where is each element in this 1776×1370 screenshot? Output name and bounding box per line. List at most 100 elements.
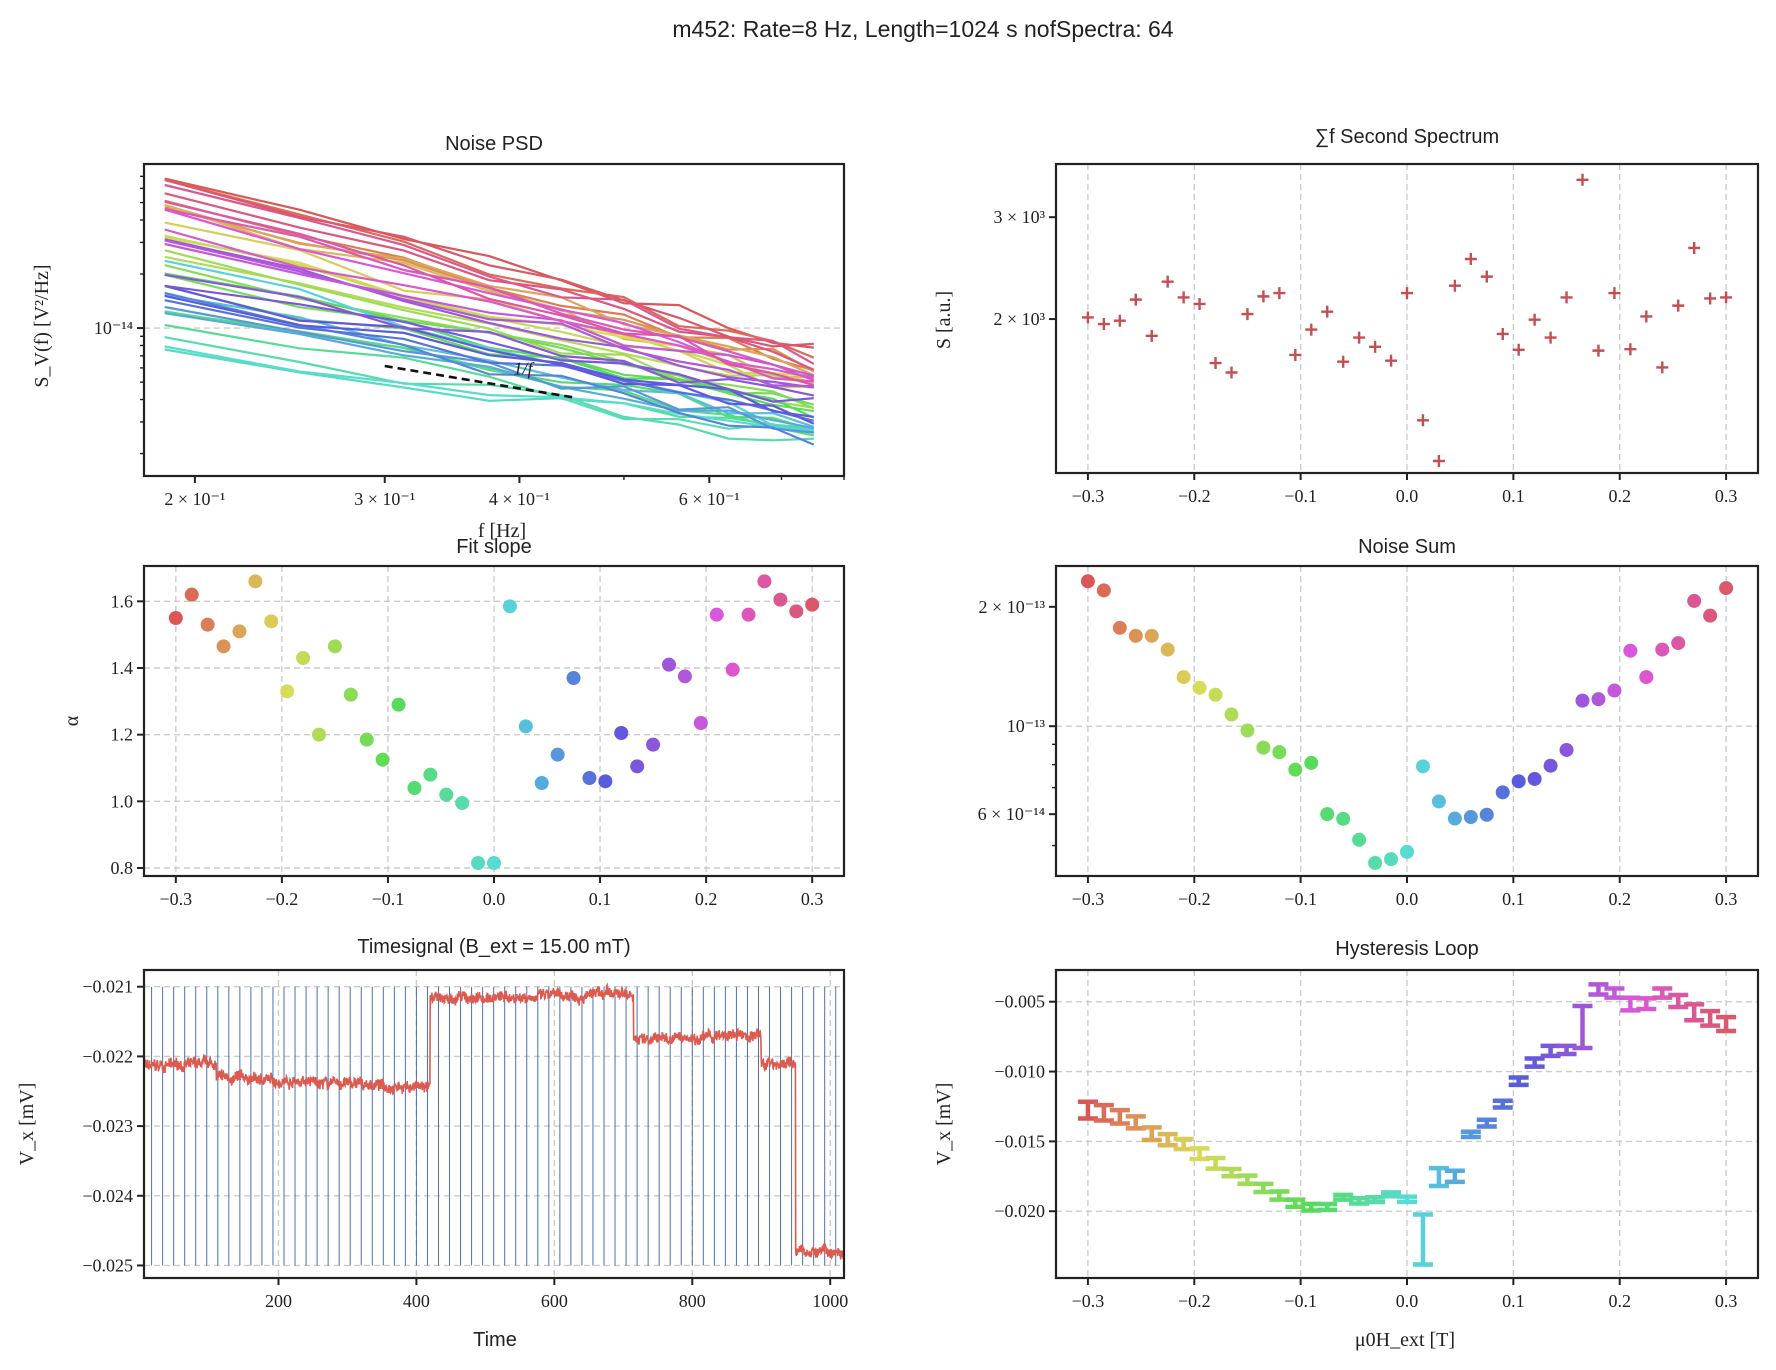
data-point bbox=[1687, 593, 1702, 608]
data-point bbox=[1288, 762, 1303, 777]
psd-curve bbox=[164, 200, 815, 387]
timesignal-x-tick-label: 400 bbox=[403, 1291, 430, 1311]
data-point-plus bbox=[1097, 318, 1110, 331]
timesignal-x-tick-label: 600 bbox=[541, 1291, 568, 1311]
second-spectrum-x-tick-label: 0.2 bbox=[1608, 486, 1631, 506]
noise-psd-plot-area: 1/f bbox=[164, 177, 815, 446]
data-point bbox=[550, 747, 565, 762]
psd-curve bbox=[164, 336, 814, 442]
psd-curve bbox=[164, 305, 814, 434]
data-point-plus bbox=[1544, 331, 1557, 344]
error-bar bbox=[1460, 1129, 1481, 1140]
data-point-plus bbox=[1624, 343, 1637, 356]
data-point bbox=[1256, 740, 1271, 755]
noise-sum-x-tick-label: 0.1 bbox=[1502, 889, 1525, 909]
timesignal-y-tick-label: −0.025 bbox=[82, 1255, 133, 1275]
data-point bbox=[1224, 707, 1239, 722]
data-point bbox=[168, 611, 183, 625]
data-point bbox=[248, 574, 263, 589]
psd-curve bbox=[164, 208, 815, 380]
error-bar bbox=[1093, 1102, 1114, 1123]
error-bar bbox=[1572, 1003, 1593, 1051]
data-point bbox=[566, 671, 581, 685]
error-bar bbox=[1285, 1197, 1306, 1210]
second-spectrum-plot-area bbox=[1081, 173, 1733, 468]
figure-suptitle: m452: Rate=8 Hz, Length=1024 s nofSpectr… bbox=[672, 16, 1173, 42]
hysteresis-x-tick-label: 0.1 bbox=[1502, 1291, 1525, 1311]
psd-curve bbox=[164, 255, 815, 386]
hysteresis-ylabel: V_x [mV] bbox=[933, 1083, 955, 1166]
data-point-plus bbox=[1353, 331, 1366, 344]
data-point bbox=[1527, 771, 1542, 786]
hysteresis-x-tick-label: 0.0 bbox=[1396, 1291, 1419, 1311]
second-spectrum-axes: −0.3 −0.2 −0.1 0.0 0.1 0.2 0.3 3 × 10³ 2 × 10³ bbox=[993, 162, 1760, 506]
data-point-plus bbox=[1193, 297, 1206, 310]
data-point bbox=[1671, 636, 1686, 651]
data-point bbox=[1719, 581, 1734, 596]
data-point bbox=[1431, 794, 1446, 809]
data-point-plus bbox=[1337, 355, 1350, 368]
data-point bbox=[1511, 774, 1526, 789]
data-point bbox=[1607, 683, 1622, 698]
psd-curve bbox=[164, 208, 815, 382]
data-point-plus bbox=[1161, 275, 1174, 288]
data-point bbox=[216, 639, 231, 654]
noise-psd-y-tick-label: 10⁻¹⁴ bbox=[94, 318, 133, 338]
data-point bbox=[773, 592, 788, 607]
noise-sum-x-tick-label: −0.3 bbox=[1072, 889, 1105, 909]
data-point bbox=[1543, 758, 1558, 773]
psd-curve bbox=[164, 204, 815, 377]
noise-sum-y-tick-label: 10⁻¹³ bbox=[1007, 716, 1046, 736]
timesignal-x-tick-label: 1000 bbox=[812, 1291, 848, 1311]
error-bar bbox=[1428, 1165, 1449, 1189]
data-point-plus bbox=[1225, 366, 1238, 379]
hysteresis-x-tick-label: −0.3 bbox=[1072, 1291, 1105, 1311]
data-point-plus bbox=[1321, 305, 1334, 318]
error-bar bbox=[1588, 982, 1609, 997]
fit-slope-x-tick-label: −0.1 bbox=[372, 889, 405, 909]
error-bar bbox=[1492, 1098, 1513, 1110]
fit-slope-ylabel: α bbox=[61, 715, 83, 726]
data-point-plus bbox=[1305, 323, 1318, 336]
data-point bbox=[1240, 723, 1255, 738]
data-point bbox=[280, 684, 295, 699]
data-point-plus bbox=[1688, 241, 1701, 254]
data-point-plus bbox=[1464, 253, 1477, 266]
second-spectrum-ylabel: S [a.u.] bbox=[933, 291, 955, 349]
data-point bbox=[805, 597, 820, 612]
data-point-plus bbox=[1113, 314, 1126, 327]
timesignal-x-tick-label: 800 bbox=[679, 1291, 706, 1311]
error-bar bbox=[1109, 1107, 1130, 1126]
data-point bbox=[1384, 852, 1399, 867]
error-bar bbox=[1397, 1194, 1417, 1205]
noise-sum-grid bbox=[1056, 566, 1758, 876]
psd-curve bbox=[164, 242, 815, 377]
error-bar bbox=[1157, 1131, 1178, 1148]
fit-slope-y-tick-label: 1.4 bbox=[111, 658, 134, 678]
data-point-plus bbox=[1576, 173, 1589, 186]
data-point-plus bbox=[1273, 287, 1286, 300]
timesignal-y-tick-label: −0.023 bbox=[82, 1116, 133, 1136]
data-point bbox=[1623, 643, 1638, 658]
timesignal-frame bbox=[142, 968, 846, 1280]
data-point-plus bbox=[1672, 299, 1685, 312]
error-bar bbox=[1444, 1168, 1465, 1185]
data-point bbox=[1144, 628, 1159, 643]
data-point bbox=[1272, 745, 1287, 760]
data-point bbox=[1096, 583, 1111, 598]
fit-slope-y-tick-label: 1.2 bbox=[111, 725, 134, 745]
data-point bbox=[662, 657, 676, 672]
hysteresis-x-tick-label: 0.2 bbox=[1608, 1291, 1631, 1311]
data-point bbox=[391, 697, 406, 712]
data-point-plus bbox=[1592, 344, 1605, 357]
data-point-plus bbox=[1432, 455, 1445, 468]
data-point bbox=[630, 759, 645, 774]
error-bar bbox=[1716, 1014, 1737, 1034]
noise-psd-frame bbox=[142, 162, 846, 478]
data-point bbox=[1463, 810, 1478, 825]
data-point bbox=[1559, 742, 1574, 757]
data-point bbox=[518, 719, 533, 734]
error-bar bbox=[1684, 1002, 1705, 1023]
noise-sum-y-tick-label: 6 × 10⁻¹⁴ bbox=[978, 804, 1045, 824]
